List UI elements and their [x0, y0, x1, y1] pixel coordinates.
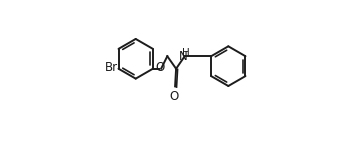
Text: Br: Br — [104, 61, 118, 75]
Text: O: O — [155, 61, 165, 75]
Text: O: O — [170, 90, 179, 103]
Text: H: H — [182, 47, 190, 58]
Text: N: N — [179, 50, 188, 63]
